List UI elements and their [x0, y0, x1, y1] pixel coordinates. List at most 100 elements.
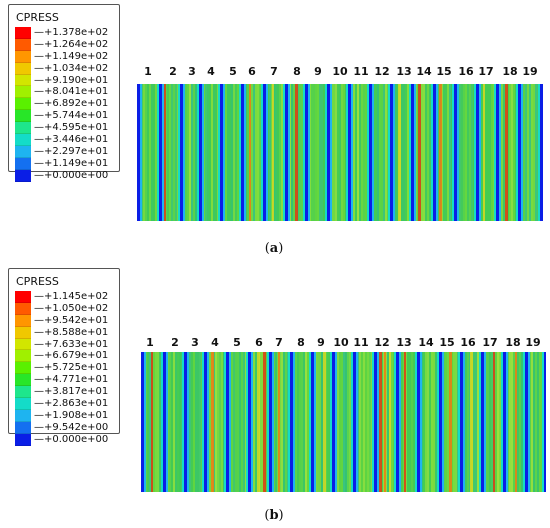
column-number: 16	[460, 336, 476, 349]
column-number: 5	[229, 65, 237, 78]
legend-swatch	[15, 421, 31, 434]
column-number: 9	[317, 336, 325, 349]
legend-swatch	[15, 350, 31, 363]
legend-swatch	[15, 110, 31, 123]
column-number: 6	[255, 336, 263, 349]
caption-b: (b)	[264, 508, 284, 523]
column-number: 1	[146, 336, 154, 349]
column-number: 4	[207, 65, 215, 78]
legend-value: —+1.050e+02	[34, 302, 109, 314]
column-number: 2	[171, 336, 179, 349]
legend-swatch	[15, 291, 31, 303]
legend-swatch	[15, 122, 31, 135]
legend-swatch	[15, 314, 31, 327]
legend-swatch	[15, 86, 31, 99]
legend-swatch	[15, 145, 31, 158]
legend-swatch	[15, 62, 31, 75]
column-number: 4	[211, 336, 219, 349]
column-number: 6	[248, 65, 256, 78]
legend-value: —+5.725e+01	[34, 362, 109, 374]
legend-swatch	[15, 50, 31, 63]
column-number: 15	[436, 65, 452, 78]
column-number: 3	[191, 336, 199, 349]
legend-value: —+1.149e+01	[34, 157, 109, 169]
legend-value: —+9.190e+01	[34, 74, 109, 86]
column-number: 17	[478, 65, 494, 78]
legend-swatch	[15, 38, 31, 51]
legend-value: —+1.145e+02	[34, 291, 109, 302]
column-number: 8	[297, 336, 305, 349]
contour-field	[137, 84, 543, 221]
legend-value: —+1.378e+02	[34, 27, 109, 38]
column-number: 5	[233, 336, 241, 349]
legend-value: —+8.588e+01	[34, 326, 109, 338]
column-number: 7	[270, 65, 278, 78]
column-number: 12	[374, 336, 390, 349]
legend-swatch	[15, 326, 31, 339]
legend-swatch	[15, 134, 31, 146]
legend-b: CPRESS —+1.145e+02 —+1.050e+02 —+9.542e+01…	[8, 268, 120, 446]
legend-swatch	[15, 98, 31, 111]
legend-swatch	[15, 338, 31, 351]
legend-value: —+4.771e+01	[34, 374, 109, 386]
column-number: 9	[314, 65, 322, 78]
legend-value: —+9.542e+01	[34, 314, 109, 326]
legend-swatch	[15, 157, 31, 170]
legend-swatch	[15, 27, 31, 39]
contour-plot-a	[137, 84, 543, 221]
legend-title: CPRESS	[16, 275, 59, 288]
caption-a: (a)	[264, 241, 284, 256]
legend-value: —+4.595e+01	[34, 122, 109, 134]
column-number: 7	[275, 336, 283, 349]
contour-field	[141, 352, 546, 492]
column-number: 19	[522, 65, 538, 78]
legend-swatch	[15, 302, 31, 315]
column-number: 17	[482, 336, 498, 349]
column-number: 19	[525, 336, 541, 349]
legend-value: —+7.633e+01	[34, 338, 109, 350]
legend-title: CPRESS	[16, 11, 59, 24]
legend-value: —+6.679e+01	[34, 350, 109, 362]
column-number: 18	[502, 65, 518, 78]
legend-swatch	[15, 409, 31, 422]
column-number: 10	[332, 65, 348, 78]
legend-value: —+1.149e+02	[34, 50, 109, 62]
legend-value: —+5.744e+01	[34, 110, 109, 122]
column-number: 12	[374, 65, 390, 78]
legend-value: —+0.000e+00	[34, 433, 109, 445]
legend-value: —+2.297e+01	[34, 145, 109, 157]
legend-swatch	[15, 433, 31, 446]
legend-labels-a: —+1.378e+02 —+1.264e+02 —+1.149e+02 —+1.034…	[34, 27, 108, 182]
column-number: 13	[396, 65, 412, 78]
legend-swatch	[15, 362, 31, 375]
column-number: 1	[144, 65, 152, 78]
legend-a: CPRESS —+1.378e+02 —+1.264e+02 —+1.149e+02…	[8, 4, 120, 182]
legend-value: —+8.041e+01	[34, 86, 109, 98]
legend-swatch	[15, 386, 31, 399]
legend-value: —+1.264e+02	[34, 38, 109, 50]
column-number: 3	[188, 65, 196, 78]
legend-swatch	[15, 374, 31, 387]
legend-labels-b: —+1.145e+02 —+1.050e+02 —+9.542e+01 —+8.588…	[34, 291, 108, 446]
legend-value: —+6.892e+01	[34, 98, 109, 110]
column-number: 16	[458, 65, 474, 78]
legend-swatch	[15, 169, 31, 182]
column-number: 8	[293, 65, 301, 78]
column-number: 15	[439, 336, 455, 349]
column-number: 11	[353, 336, 369, 349]
column-number: 11	[353, 65, 369, 78]
column-number: 14	[416, 65, 432, 78]
legend-swatch	[15, 74, 31, 87]
legend-value: —+0.000e+00	[34, 169, 109, 181]
column-number: 13	[396, 336, 412, 349]
contour-plot-b	[141, 352, 546, 492]
column-number: 14	[418, 336, 434, 349]
legend-value: —+3.817e+01	[34, 386, 109, 398]
legend-value: —+3.446e+01	[34, 134, 109, 146]
legend-swatch	[15, 398, 31, 410]
legend-value: —+1.034e+02	[34, 62, 109, 74]
color-scale-a	[15, 27, 31, 182]
legend-value: —+2.863e+01	[34, 398, 109, 410]
column-number: 18	[505, 336, 521, 349]
legend-value: —+1.908e+01	[34, 409, 109, 421]
